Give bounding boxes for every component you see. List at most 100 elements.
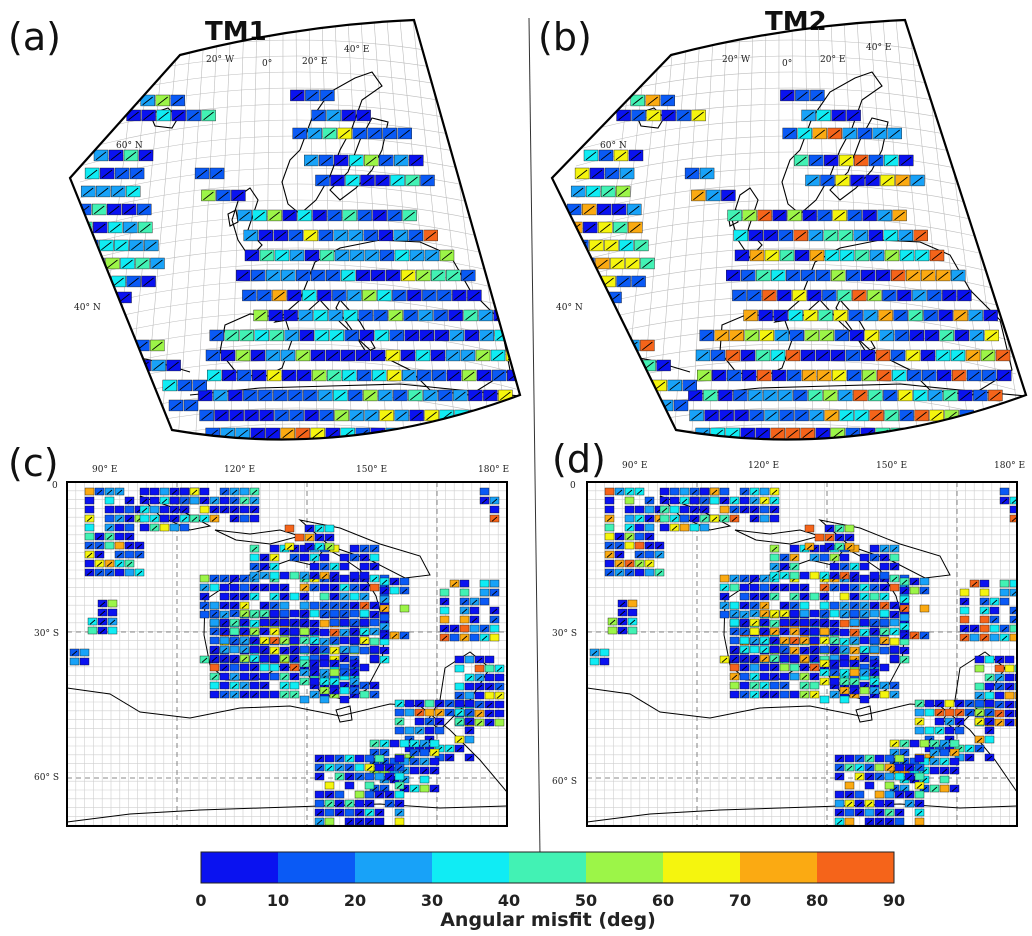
grid-cell bbox=[934, 726, 945, 735]
grid-cell bbox=[314, 817, 325, 826]
grid-cell bbox=[374, 754, 385, 763]
grid-cell bbox=[454, 735, 465, 744]
grid-cell bbox=[849, 571, 860, 580]
grid-cell bbox=[809, 690, 820, 699]
grid-cell bbox=[359, 609, 370, 618]
grid-cell bbox=[914, 790, 925, 799]
grid-cell bbox=[394, 790, 405, 799]
grid-cell bbox=[94, 550, 105, 559]
grid-cell bbox=[444, 744, 455, 753]
grid-cell bbox=[959, 606, 970, 615]
grid-cell bbox=[96, 275, 111, 288]
colorbar-segment bbox=[740, 852, 818, 883]
grid-cell bbox=[869, 668, 880, 677]
grid-cell bbox=[269, 571, 280, 580]
grid-cell bbox=[415, 427, 430, 440]
grid-cell bbox=[94, 559, 105, 568]
grid-cell bbox=[964, 753, 975, 762]
map-b-frame bbox=[550, 18, 1028, 441]
grid-cell bbox=[749, 672, 760, 681]
grid-cell bbox=[749, 636, 760, 645]
grid-cell bbox=[729, 645, 740, 654]
grid-cell bbox=[229, 690, 240, 699]
grid-cell bbox=[124, 541, 135, 550]
grid-cell bbox=[169, 487, 180, 496]
grid-cell bbox=[884, 808, 895, 817]
grid-cell bbox=[404, 753, 415, 762]
grid-cell bbox=[789, 544, 800, 553]
grid-cell bbox=[179, 496, 190, 505]
grid-cell bbox=[359, 601, 370, 610]
grid-cell bbox=[219, 583, 230, 592]
grid-cell bbox=[379, 748, 390, 757]
grid-cell bbox=[884, 799, 895, 808]
colorbar-ticks: 0 10 20 30 40 50 60 70 80 90 bbox=[195, 891, 905, 910]
grid-cell bbox=[444, 708, 455, 717]
grid-cell bbox=[124, 568, 135, 577]
grid-cell bbox=[984, 691, 995, 700]
grid-cell bbox=[809, 636, 820, 645]
grid-cell bbox=[949, 748, 960, 757]
grid-cell bbox=[679, 523, 690, 532]
grid-cell bbox=[586, 275, 601, 288]
grid-cell bbox=[439, 597, 450, 606]
grid-cell bbox=[799, 609, 810, 618]
grid-cell bbox=[889, 562, 900, 571]
grid-cell bbox=[864, 808, 875, 817]
grid-cell bbox=[364, 754, 375, 763]
grid-cell bbox=[124, 514, 135, 523]
grid-cell bbox=[814, 533, 825, 542]
grid-cell bbox=[859, 668, 870, 677]
grid-cell bbox=[324, 542, 335, 551]
grid-cell bbox=[219, 610, 230, 619]
grid-cell bbox=[729, 663, 740, 672]
grid-cell bbox=[229, 663, 240, 672]
grid-cell bbox=[1009, 505, 1017, 514]
grid-cell bbox=[994, 709, 1005, 718]
grid-cell bbox=[989, 624, 1000, 633]
grid-cell bbox=[889, 690, 900, 699]
grid-cell bbox=[209, 654, 220, 663]
grid-cell bbox=[844, 790, 855, 799]
grid-cell bbox=[689, 505, 700, 514]
grid-cell bbox=[414, 699, 425, 708]
grid-cell bbox=[339, 601, 350, 610]
grid-cell bbox=[464, 717, 475, 726]
grid-cell bbox=[329, 609, 340, 618]
grid-cell bbox=[929, 766, 940, 775]
grid-cell bbox=[849, 562, 860, 571]
grid-cell bbox=[489, 579, 500, 588]
map-d-lat-label: 30° S bbox=[552, 629, 577, 639]
grid-cell bbox=[974, 682, 985, 691]
grid-cell bbox=[749, 681, 760, 690]
grid-cell bbox=[309, 636, 320, 645]
grid-cell bbox=[334, 763, 345, 772]
grid-cell bbox=[229, 645, 240, 654]
grid-cell bbox=[229, 609, 240, 618]
grid-cell bbox=[759, 690, 770, 699]
grid-cell bbox=[669, 505, 680, 514]
grid-cell bbox=[404, 744, 415, 753]
grid-cell bbox=[424, 726, 435, 735]
grid-cell bbox=[969, 633, 980, 642]
grid-cell bbox=[799, 663, 810, 672]
grid-cell bbox=[219, 505, 230, 514]
grid-cell bbox=[709, 496, 720, 505]
grid-cell bbox=[994, 700, 1005, 709]
grid-cell bbox=[819, 659, 830, 668]
grid-cell bbox=[849, 636, 860, 645]
grid-cell bbox=[404, 699, 415, 708]
grid-cell bbox=[229, 618, 240, 627]
grid-cell bbox=[709, 487, 720, 496]
grid-cell bbox=[334, 808, 345, 817]
grid-cell bbox=[124, 559, 135, 568]
grid-cell bbox=[979, 624, 990, 633]
grid-cell bbox=[626, 359, 641, 372]
grid-cell bbox=[84, 496, 95, 505]
grid-cell bbox=[944, 726, 955, 735]
grid-cell bbox=[259, 663, 270, 672]
grid-cell bbox=[494, 709, 505, 718]
grid-cell bbox=[249, 663, 260, 672]
grid-cell bbox=[349, 618, 360, 627]
grid-cell bbox=[799, 571, 810, 580]
